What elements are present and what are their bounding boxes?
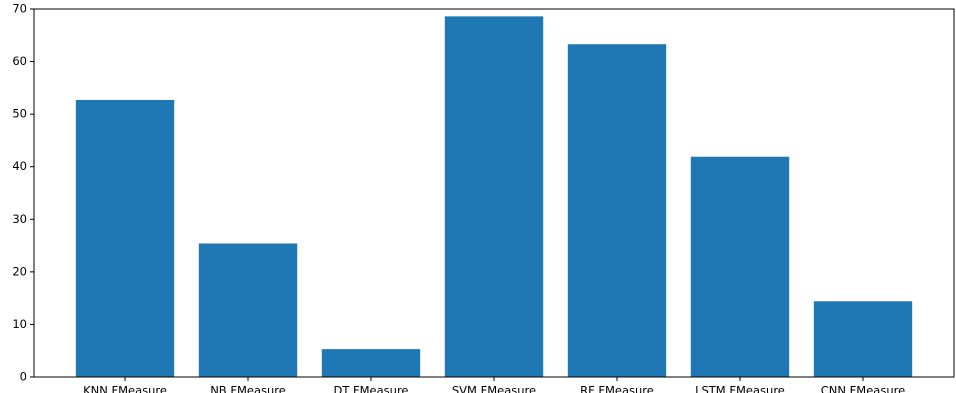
bars-group — [75, 16, 913, 378]
x-tick-label: RF FMeasure — [580, 384, 654, 393]
y-tick-label: 70 — [12, 2, 27, 16]
x-tick-label: NB FMeasure — [210, 384, 286, 393]
y-tick-label: 10 — [12, 317, 27, 331]
bar-nb-fmeasure — [198, 243, 298, 377]
y-tick-label: 0 — [20, 370, 27, 384]
y-tick-label: 40 — [12, 159, 27, 173]
bar-knn-fmeasure — [75, 99, 175, 377]
x-axis: KNN FMeasure NB FMeasure DT FMeasure SVM FM… — [83, 377, 905, 393]
bar-cnn-fmeasure — [813, 301, 913, 377]
x-tick-label: SVM FMeasure — [452, 384, 536, 393]
bar-dt-fmeasure — [321, 349, 421, 377]
x-tick-label: KNN FMeasure — [83, 384, 167, 393]
x-tick-label: DT FMeasure — [333, 384, 408, 393]
bar-lstm-fmeasure — [690, 156, 790, 377]
bar-rf-fmeasure — [567, 44, 667, 377]
y-tick-label: 50 — [12, 107, 27, 121]
x-tick-label: LSTM FMeasure — [695, 384, 785, 393]
y-tick-label: 30 — [12, 212, 27, 226]
y-axis: 0 10 20 30 40 50 60 70 — [12, 2, 34, 384]
y-tick-label: 60 — [12, 54, 27, 68]
plot-frame — [33, 8, 955, 378]
bar-svm-fmeasure — [444, 16, 544, 378]
y-tick-label: 20 — [12, 264, 27, 278]
x-tick-label: CNN FMeasure — [821, 384, 905, 393]
